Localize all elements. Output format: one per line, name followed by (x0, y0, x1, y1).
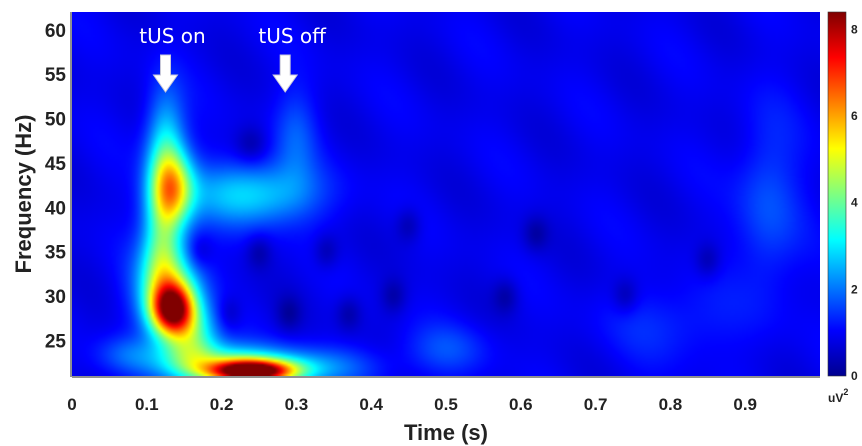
down-arrow-icon (152, 54, 179, 93)
y-tick-label: 50 (45, 110, 66, 131)
colorbar (827, 11, 847, 377)
x-axis-label: Time (s) (404, 420, 488, 445)
y-tick-label: 30 (45, 287, 66, 308)
colorbar-tick-label: 6 (851, 109, 858, 123)
down-arrow-icon (272, 54, 299, 93)
y-tick-label: 55 (45, 65, 67, 86)
annotation-label: tUS on (139, 24, 205, 48)
colorbar-tick-label: 4 (851, 196, 858, 210)
y-tick-label: 35 (45, 243, 67, 264)
x-tick-label: 0 (67, 395, 76, 414)
y-tick-label: 40 (45, 198, 66, 219)
x-tick-label: 0.6 (509, 395, 533, 414)
annotations: tUS on tUS off (139, 24, 327, 93)
x-tick-label: 0.5 (434, 395, 458, 414)
x-tick-label: 0.4 (359, 395, 383, 414)
x-tick-label: 0.8 (659, 395, 683, 414)
colorbar-unit: uV2 (828, 387, 848, 405)
x-tick-label: 0.7 (584, 395, 608, 414)
x-tick-label: 0.9 (733, 395, 757, 414)
x-tick-label: 0.3 (285, 395, 309, 414)
colorbar-tick-label: 2 (851, 282, 858, 296)
y-tick-labels: 25 30 35 40 45 50 55 60 (45, 21, 67, 353)
heatmap (72, 12, 820, 376)
colorbar-tick-labels: 0 2 4 6 8 (851, 22, 858, 383)
x-tick-labels: 0 0.1 0.2 0.3 0.4 0.5 0.6 0.7 0.8 0.9 (67, 395, 757, 414)
y-axis-label: Frequency (Hz) (11, 115, 36, 274)
colorbar-tick-label: 8 (851, 22, 858, 36)
x-tick-label: 0.2 (210, 395, 234, 414)
colorbar-tick-label: 0 (851, 369, 858, 383)
y-tick-label: 60 (45, 21, 66, 42)
y-tick-label: 25 (45, 331, 67, 352)
annotation-label: tUS off (258, 24, 327, 48)
y-tick-label: 45 (45, 154, 67, 175)
x-tick-label: 0.1 (135, 395, 159, 414)
